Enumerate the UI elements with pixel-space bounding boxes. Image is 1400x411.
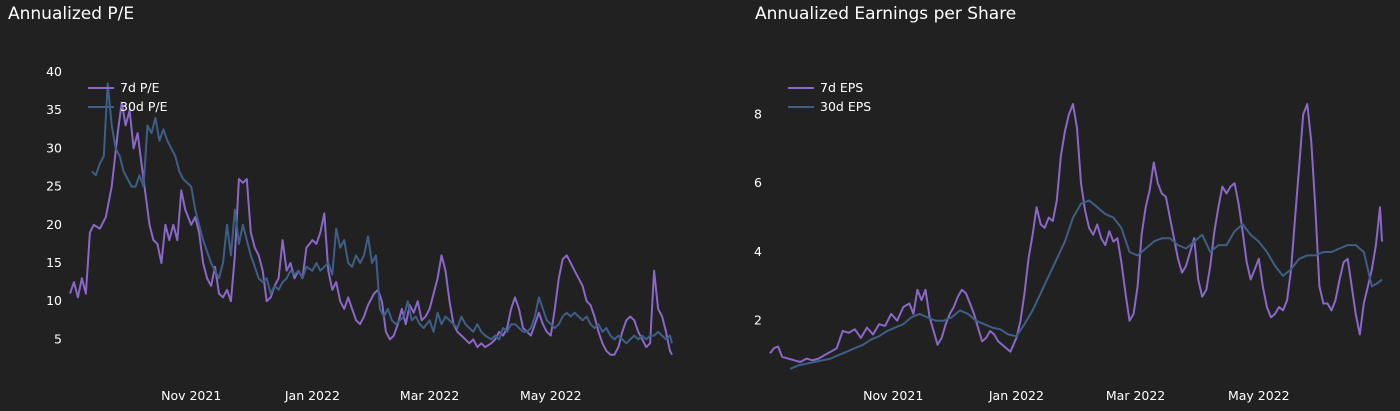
y-tick-label: 6 (754, 175, 762, 190)
legend-label[interactable]: 30d EPS (820, 99, 871, 114)
legend-label[interactable]: 7d P/E (120, 80, 160, 95)
x-tick-label: Mar 2022 (1106, 388, 1165, 403)
x-tick-label: Jan 2022 (284, 388, 340, 403)
pe-chart-svg[interactable]: 5 10 15 20 25 30 35 40 Nov 2021 Jan 2022 Mar 2022 M… (0, 0, 700, 411)
chart-title: Annualized Earnings per Share (755, 4, 1017, 24)
y-tick-label: 5 (54, 331, 62, 346)
y-tick-label: 4 (754, 244, 762, 259)
x-tick-label: May 2022 (1228, 388, 1290, 403)
y-tick-label: 10 (46, 293, 62, 308)
x-tick-label: Nov 2021 (863, 388, 923, 403)
pe-chart-panel: Annualized P/E 5 10 15 20 25 30 35 40 Nov 2021 Ja… (0, 0, 700, 411)
y-tick-label: 35 (46, 102, 62, 117)
series-line-30d-p-e[interactable] (91, 82, 673, 345)
x-tick-label: Mar 2022 (400, 388, 459, 403)
y-tick-label: 8 (754, 106, 762, 121)
x-tick-label: May 2022 (520, 388, 582, 403)
x-tick-label: Jan 2022 (988, 388, 1044, 403)
y-tick-label: 20 (46, 217, 62, 232)
series-line-30d-eps[interactable] (789, 199, 1383, 370)
legend-label[interactable]: 30d P/E (120, 99, 168, 114)
y-tick-label: 40 (46, 64, 62, 79)
y-tick-label: 25 (46, 179, 62, 194)
chart-title: Annualized P/E (8, 4, 135, 24)
eps-chart-panel: Annualized Earnings per Share 2 4 6 8 Nov 20… (700, 0, 1400, 411)
legend-label[interactable]: 7d EPS (820, 80, 863, 95)
y-tick-label: 2 (754, 313, 762, 328)
legend: 7d P/E 30d P/E (88, 80, 168, 114)
x-tick-label: Nov 2021 (161, 388, 221, 403)
series-line-7d-eps[interactable] (769, 103, 1383, 363)
y-tick-label: 30 (46, 140, 62, 155)
y-tick-label: 15 (46, 255, 62, 270)
legend: 7d EPS 30d EPS (788, 80, 871, 114)
eps-chart-svg[interactable]: 2 4 6 8 Nov 2021 Jan 2022 Mar 2022 May 2022 7d E… (700, 0, 1400, 411)
